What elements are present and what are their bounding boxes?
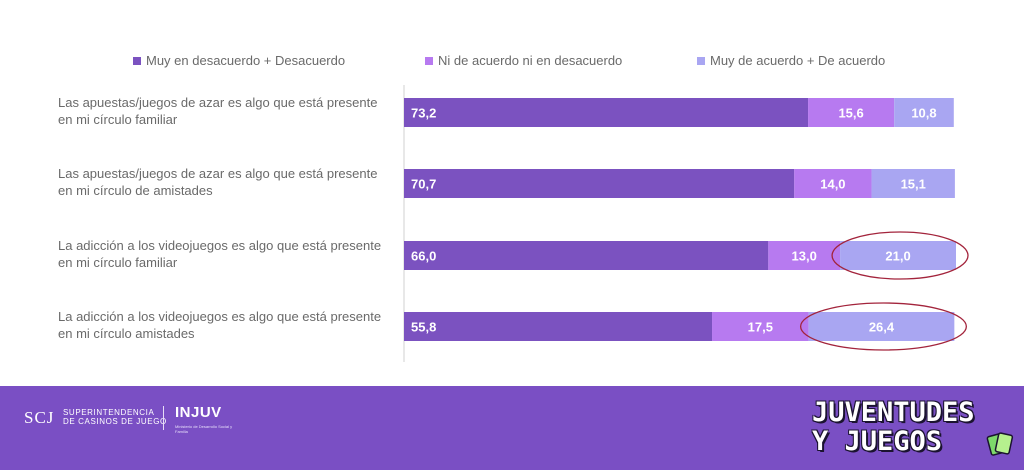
highlight-ellipse [799, 302, 967, 351]
category-label-line: La adicción a los videojuegos es algo qu… [58, 309, 381, 324]
legend-label: Muy en desacuerdo + Desacuerdo [146, 53, 346, 68]
game-logo-line-2: Y JUEGOS [812, 426, 943, 457]
bar-segment [404, 98, 809, 127]
category-label-line: en mi círculo familiar [58, 255, 178, 270]
bar-segment [404, 241, 769, 270]
game-logo-line-1: JUVENTUDES [812, 397, 975, 428]
data-label: 21,0 [885, 249, 910, 264]
category-label-line: en mi círculo amistades [58, 326, 195, 341]
legend-label: Muy de acuerdo + De acuerdo [710, 53, 886, 68]
legend-swatch [425, 56, 433, 65]
superintendencia-logo-text: SUPERINTENDENCIA DE CASINOS DE JUEGO [63, 408, 167, 426]
data-label: 14,0 [820, 177, 845, 192]
data-label: 70,7 [411, 177, 436, 192]
bar-segment [768, 241, 841, 270]
bar-segment [404, 312, 713, 341]
juventudes-y-juegos-logo: JUVENTUDES Y JUEGOS [812, 398, 1012, 456]
scj-logo: SCJ [24, 408, 55, 427]
data-label: 17,5 [748, 320, 773, 335]
category-label-line: en mi círculo familiar [58, 112, 178, 127]
logo-divider [163, 406, 164, 430]
data-label: 10,8 [911, 106, 936, 121]
category-label-line: La adicción a los videojuegos es algo qu… [58, 238, 381, 253]
bar-segment [794, 169, 872, 198]
bar-segment [404, 169, 795, 198]
highlight-ellipse [831, 231, 969, 280]
bar-segment [894, 98, 954, 127]
data-label: 55,8 [411, 320, 436, 335]
data-label: 15,6 [838, 106, 863, 121]
legend-item: Ni de acuerdo ni en desacuerdo [425, 53, 622, 68]
category-label-line: Las apuestas/juegos de azar es algo que … [58, 166, 377, 181]
bar-segment [808, 312, 955, 341]
legend-swatch [133, 56, 141, 65]
superintendencia-line-1: SUPERINTENDENCIA [63, 408, 155, 417]
data-label: 13,0 [792, 249, 817, 264]
legend-item: Muy en desacuerdo + Desacuerdo [133, 53, 345, 68]
footer-bar: SCJ SUPERINTENDENCIA DE CASINOS DE JUEGO… [0, 386, 1024, 470]
category-label-line: Las apuestas/juegos de azar es algo que … [58, 95, 377, 110]
legend-item: Muy de acuerdo + De acuerdo [697, 53, 885, 68]
injuv-logo: INJUV [175, 404, 222, 421]
data-label: 26,4 [869, 320, 895, 335]
legend-label: Ni de acuerdo ni en desacuerdo [438, 53, 623, 68]
data-label: 15,1 [901, 177, 926, 192]
chart-legend: Muy en desacuerdo + Desacuerdo Ni de acue… [0, 53, 1024, 71]
injuv-subtitle: Ministerio de Desarrollo Social y Famili… [175, 424, 233, 434]
data-label: 73,2 [411, 106, 436, 121]
bar-segment [871, 169, 955, 198]
cards-icon [986, 432, 1014, 456]
bar-segment [840, 241, 956, 270]
legend-swatch [697, 56, 705, 65]
stacked-bar-chart: Las apuestas/juegos de azar es algo que … [58, 85, 969, 362]
bar-segment [808, 98, 895, 127]
superintendencia-line-2: DE CASINOS DE JUEGO [63, 417, 167, 426]
data-label: 66,0 [411, 249, 436, 264]
category-label-line: en mi círculo de amistades [58, 183, 213, 198]
bar-segment [712, 312, 809, 341]
